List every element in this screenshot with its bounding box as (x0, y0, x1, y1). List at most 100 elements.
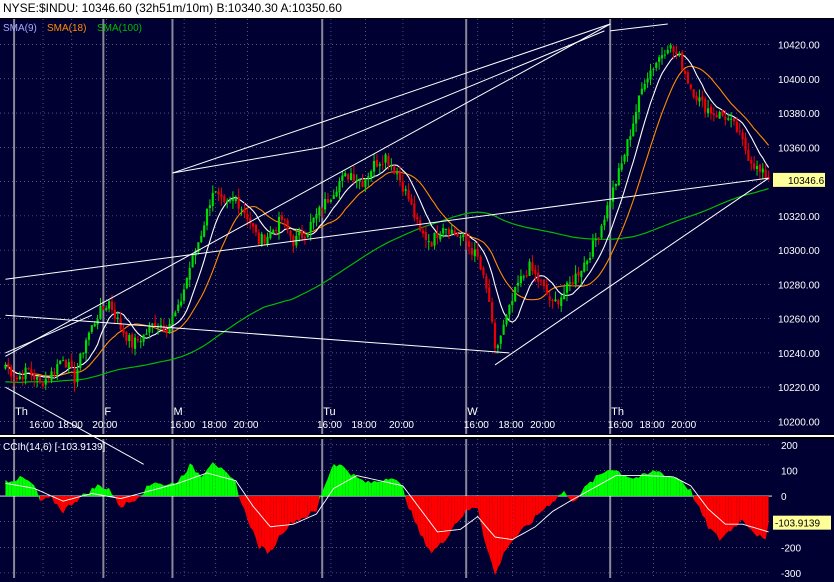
candle-body (741, 132, 744, 140)
time-label: 18:00 (639, 420, 664, 431)
cci-area-segment (659, 471, 663, 497)
cci-area-segment (748, 496, 752, 530)
candle-body (41, 383, 44, 387)
trendline (5, 314, 93, 354)
cci-area-segment (391, 478, 395, 497)
candle-body (473, 249, 476, 257)
candle-body (692, 89, 695, 98)
cci-area-segment (48, 495, 52, 498)
candle-body (614, 183, 618, 187)
candle-body (257, 232, 260, 245)
cci-area-segment (97, 484, 101, 497)
candle-body (675, 51, 678, 55)
candle-body (597, 237, 600, 239)
candle-body (580, 270, 583, 278)
candle-body (753, 163, 756, 169)
cci-area-segment (374, 480, 377, 497)
cci-area-segment (307, 496, 311, 518)
cci-area-segment (232, 478, 236, 497)
cci-area-segment (529, 496, 533, 525)
cci-area-segment (757, 496, 760, 537)
chart-title: NYSE:$INDU: 10346.60 (32h51m/10m) B:1034… (3, 1, 342, 15)
candle-body (252, 223, 255, 227)
cci-tick-label: -300 (781, 569, 801, 580)
candle-body (133, 337, 137, 349)
candle-body (459, 236, 462, 238)
cci-area-segment (37, 491, 40, 501)
price-tick-label: 10420.00 (778, 41, 820, 52)
candle-body (482, 268, 485, 276)
candle-body (410, 198, 413, 205)
cci-area-segment (120, 496, 124, 508)
candle-body (364, 179, 367, 188)
cci-area-segment (633, 477, 637, 497)
cci-area-segment (302, 496, 305, 518)
candle-body (59, 360, 62, 365)
candle-body (600, 225, 603, 238)
candle-body (467, 241, 471, 247)
cci-area-segment (11, 481, 15, 497)
cci-area-segment (630, 477, 634, 497)
cci-area-segment (201, 474, 205, 497)
candle-body (548, 296, 551, 301)
candle-body (413, 203, 416, 218)
candle-body (90, 325, 93, 332)
cci-area-segment (541, 496, 544, 513)
cci-area-segment (273, 496, 277, 550)
time-label: 20:00 (233, 420, 258, 431)
cci-area-segment (45, 496, 49, 498)
time-label: 16:00 (608, 420, 633, 431)
candle-body (79, 353, 82, 369)
cci-area-segment (158, 483, 161, 497)
candle-body (652, 68, 655, 70)
cci-area-segment (725, 496, 729, 535)
candle-body (335, 191, 338, 197)
candle-body (430, 242, 433, 247)
cci-area-segment (327, 469, 331, 497)
candle-body (329, 199, 332, 202)
trendline (610, 23, 668, 32)
candle-body (306, 232, 309, 238)
cci-area-segment (296, 496, 300, 522)
candle-body (200, 235, 203, 243)
cci-area-segment (235, 482, 239, 497)
candle-body (531, 262, 534, 271)
candle-body (116, 317, 119, 320)
candle-body (73, 369, 76, 384)
cci-area-segment (650, 470, 654, 497)
cci-axis-bg (772, 439, 834, 582)
candle-body (660, 55, 664, 59)
time-label: 20:00 (530, 420, 555, 431)
sma100-line (5, 188, 769, 383)
candle-body (203, 225, 206, 237)
candle-body (191, 254, 194, 268)
cci-area-segment (28, 480, 32, 497)
candle-body (470, 248, 474, 255)
candle-body (744, 137, 747, 151)
cci-area-segment (304, 496, 308, 518)
candle-body (750, 159, 753, 164)
day-label: M (173, 406, 182, 418)
candle-body (367, 176, 370, 179)
candle-body (30, 369, 33, 375)
cci-area-segment (169, 482, 173, 497)
cci-area-segment (526, 496, 530, 526)
cci-area-segment (520, 496, 524, 531)
candle-body (266, 236, 269, 244)
candle-body (53, 372, 56, 374)
candle-body (528, 261, 531, 276)
candle-body (177, 304, 180, 311)
cci-area-segment (765, 496, 769, 540)
candle-body (479, 256, 482, 270)
cci-area-segment (604, 470, 608, 497)
cci-signal-line (5, 472, 769, 541)
candle-body (36, 376, 39, 380)
cci-area-segment (564, 490, 567, 497)
cci-area-segment (388, 478, 392, 497)
cci-area-segment (143, 485, 147, 497)
cci-area-segment (440, 496, 444, 544)
cci-area-segment (345, 468, 349, 497)
cci-area-segment (192, 465, 196, 497)
candle-body (695, 96, 698, 101)
cci-area-segment (362, 479, 366, 497)
